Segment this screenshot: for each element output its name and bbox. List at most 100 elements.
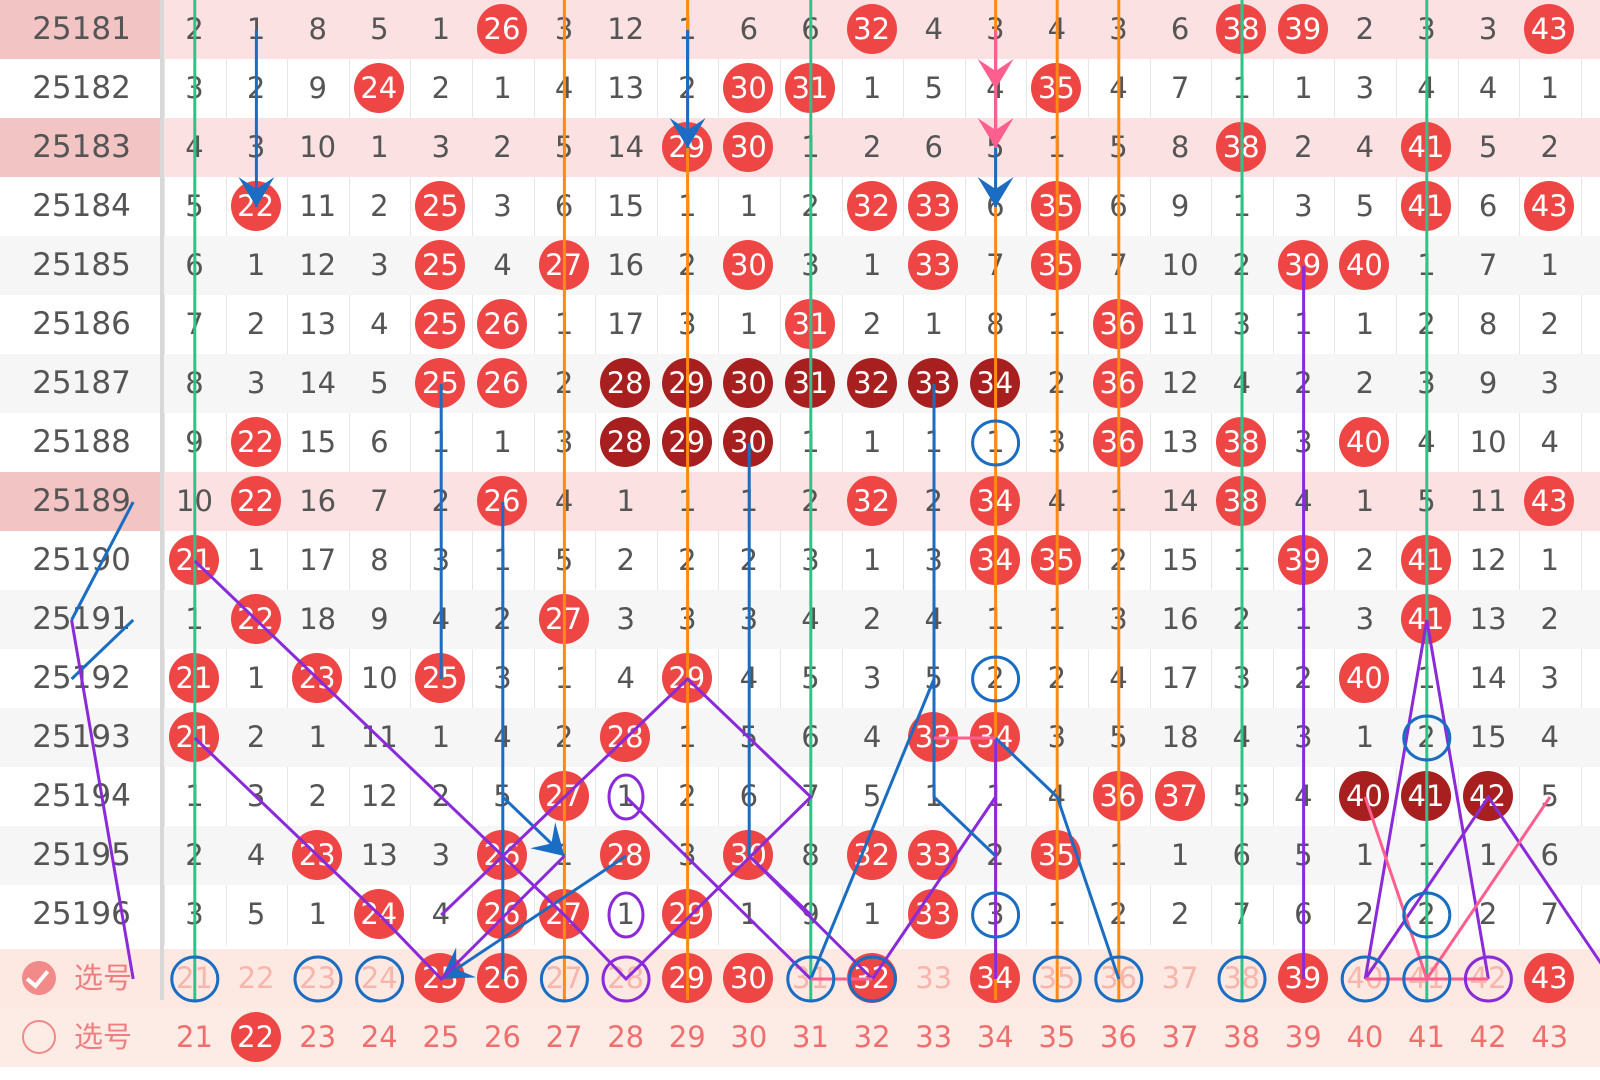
omission-count: 15 <box>607 189 645 223</box>
pick-number-button[interactable]: 26 <box>484 1020 521 1054</box>
omission-count: 1 <box>924 307 943 341</box>
omission-count: 3 <box>1355 71 1375 105</box>
pick-number-button[interactable]: 30 <box>730 1020 768 1054</box>
issue-row: 2519112218942273334241131621341132 <box>0 590 1600 649</box>
omission-count: 15 <box>1469 720 1507 754</box>
omission-count: 1 <box>370 130 389 164</box>
issue-number: 25196 <box>32 896 131 932</box>
number-cell: 40 <box>1334 649 1395 708</box>
omission-count: 1 <box>246 661 266 695</box>
pick-number-button[interactable]: 43 <box>1519 949 1580 1008</box>
omission-count: 14 <box>1161 484 1199 518</box>
pick-row-toggle[interactable]: 选号 <box>0 1008 163 1067</box>
pick-number-button[interactable]: 23 <box>299 961 337 995</box>
issue-number: 25188 <box>32 424 131 460</box>
omission-count: 6 <box>924 130 943 164</box>
omission-count: 1 <box>493 425 512 459</box>
pick-number-button[interactable]: 41 <box>1408 1020 1445 1054</box>
omission-count: 14 <box>607 130 645 164</box>
pick-number-button[interactable]: 30 <box>718 949 779 1008</box>
pick-number-button[interactable]: 24 <box>360 1020 398 1054</box>
omission-count: 9 <box>370 602 389 636</box>
omission-count: 5 <box>862 779 882 813</box>
pick-number-button[interactable]: 37 <box>1161 1020 1199 1054</box>
omission-count: 8 <box>370 543 389 577</box>
pick-row-toggle[interactable]: 选号 <box>0 949 163 1008</box>
number-cell: 33 <box>903 177 964 236</box>
number-cell: 32 <box>842 472 903 531</box>
omission-count: 13 <box>360 838 398 872</box>
blue-highlight-circle <box>1032 955 1082 1003</box>
checked-circle-icon[interactable] <box>22 961 56 995</box>
hit-ball: 33 <box>908 240 959 290</box>
issue-number: 25193 <box>32 719 131 755</box>
issue-row: 2518783145252622829303132333423612422393 <box>0 354 1600 413</box>
hit-ball: 32 <box>846 476 897 526</box>
omission-count: 1 <box>1355 720 1375 754</box>
hit-ball: 26 <box>477 299 527 349</box>
pick-number-button[interactable]: 39 <box>1284 1020 1322 1054</box>
pick-number-button[interactable]: 40 <box>1346 1020 1384 1054</box>
number-cell: 22 <box>226 413 287 472</box>
hit-ball: 43 <box>1524 476 1575 526</box>
hit-ball: 25 <box>415 240 466 290</box>
pick-number-button[interactable]: 43 <box>1531 1020 1569 1054</box>
omission-count: 15 <box>1161 543 1199 577</box>
omission-count: 9 <box>308 71 327 105</box>
hit-ball: 22 <box>230 476 281 526</box>
pick-number-button[interactable]: 21 <box>176 1020 213 1054</box>
omission-count: 16 <box>1161 602 1199 636</box>
omission-count: 2 <box>1540 602 1559 636</box>
omission-count: 3 <box>862 661 882 695</box>
unchecked-circle-icon[interactable] <box>22 1020 56 1054</box>
omission-count: 2 <box>246 307 266 341</box>
pick-number-button[interactable]: 37 <box>1161 961 1199 995</box>
arrowhead-icon <box>977 177 1014 207</box>
omission-count: 18 <box>1161 720 1199 754</box>
pick-number-button[interactable]: 23 <box>299 1020 337 1054</box>
pick-number-button[interactable]: 32 <box>853 1020 891 1054</box>
omission-count: 13 <box>607 71 645 105</box>
pick-number-button[interactable]: 31 <box>792 1020 829 1054</box>
omission-count: 11 <box>1469 484 1507 518</box>
omission-count: 4 <box>246 838 266 872</box>
omission-count: 12 <box>1161 366 1199 400</box>
pick-number-button[interactable]: 34 <box>976 1020 1014 1054</box>
omission-count: 4 <box>1355 130 1375 164</box>
pick-number-button[interactable]: 36 <box>1100 1020 1137 1054</box>
consecutive-hit-ball: 40 <box>1339 771 1390 821</box>
omission-count: 1 <box>862 248 882 282</box>
pick-number-button[interactable]: 42 <box>1469 1020 1507 1054</box>
omission-count: 2 <box>1540 307 1559 341</box>
omission-count: 5 <box>246 897 266 931</box>
pick-number-button[interactable]: 33 <box>915 961 953 995</box>
omission-count: 15 <box>299 425 337 459</box>
omission-count: 3 <box>1294 189 1313 223</box>
pick-number-button[interactable]: 27 <box>545 1020 583 1054</box>
omission-count: 17 <box>607 307 645 341</box>
pick-number-button[interactable]: 22 <box>226 1008 287 1067</box>
omission-count: 2 <box>308 779 327 813</box>
pick-number-button[interactable]: 38 <box>1223 1020 1261 1054</box>
omission-count: 4 <box>370 307 389 341</box>
pick-number-button[interactable]: 33 <box>915 1020 953 1054</box>
arrowhead-icon <box>238 177 275 207</box>
pick-number-button[interactable]: 24 <box>360 961 398 995</box>
arrowhead-icon <box>669 118 706 148</box>
omission-count: 2 <box>431 71 451 105</box>
issue-number: 25191 <box>32 601 131 637</box>
omission-count: 8 <box>1170 130 1190 164</box>
purple-highlight-circle <box>607 773 645 821</box>
omission-count: 2 <box>1540 130 1559 164</box>
number-cell: 28 <box>595 413 656 472</box>
pick-number-button[interactable]: 35 <box>1038 1020 1076 1054</box>
pick-number-button[interactable]: 25 <box>422 1020 460 1054</box>
pick-number-button[interactable]: 28 <box>607 1020 645 1054</box>
omission-count: 1 <box>862 897 882 931</box>
pick-number-button[interactable]: 22 <box>237 961 275 995</box>
pick-number-button[interactable]: 29 <box>668 1020 706 1054</box>
number-cell: 30 <box>718 59 779 118</box>
hit-ball: 40 <box>1339 653 1390 703</box>
hit-ball: 25 <box>415 181 466 231</box>
